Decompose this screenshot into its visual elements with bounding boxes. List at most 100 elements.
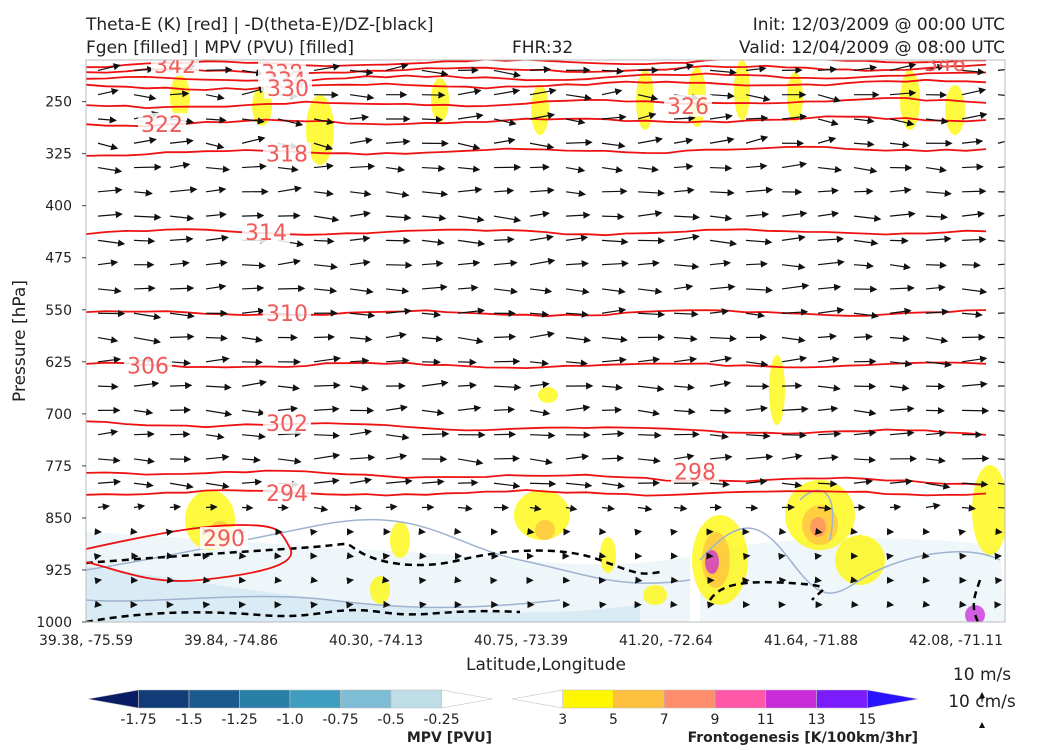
wind-vector [997,312,1005,314]
wind-vector [745,504,759,512]
wind-vector [457,504,473,512]
wind-vector [457,381,477,390]
wind-vector [241,335,263,344]
fgen-filled-region [972,465,1005,555]
wind-vector [961,504,976,512]
wind-vector [205,482,230,490]
wind-vector [673,504,688,512]
wind-vector [313,505,329,513]
wind-vector [133,408,154,416]
wind-vector [637,112,657,120]
wind-vector [349,504,363,512]
wind-vector [997,214,1005,217]
wind-vector [601,187,628,195]
fhr-label: FHR:32 [512,38,574,58]
wind-vector [169,311,195,320]
theta-e-contour-label: 310 [266,302,308,327]
wind-vector [133,213,162,221]
wind-vector [529,480,557,488]
wind-vector [637,189,665,197]
wind-vector [205,259,228,267]
wind-vector [781,405,809,413]
wind-vector [565,287,590,295]
fgen-filled-region [769,355,785,425]
fgen-filled-region [514,490,570,540]
wind-vector [889,360,913,368]
mpv-swatch [188,689,240,709]
theta-e-contour-label: 318 [266,143,308,168]
mpv-contour-line [799,489,834,541]
wind-vector [565,166,586,174]
wind-vector [385,287,410,295]
wind-vector [781,355,808,363]
wind-vector [385,453,408,461]
wind-vector [709,164,733,172]
theta-e-contour [86,115,987,128]
wind-vector [781,263,806,271]
wind-vector [421,164,446,172]
fgen-filled-region [945,85,965,135]
wind-vector [889,478,913,486]
wind-vector [709,189,735,197]
wind-vector [133,503,146,511]
theta-e-label-bg [242,221,290,244]
mpv-tick-label: -1.5 [175,712,202,728]
wind-vector [709,480,730,488]
wind-vector [97,336,119,344]
wind-vector [169,381,193,390]
wind-vector [709,259,731,267]
theta-e-contour-label: 290 [203,527,245,552]
wind-vector [925,360,953,368]
wind-vector [277,284,306,293]
theta-e-label-bg [263,302,311,325]
wind-vector [961,454,990,463]
wind-vector [745,162,768,170]
wind-vector [421,430,450,438]
wind-vector [565,234,589,242]
wind-vector [781,431,807,439]
wind-vector [349,190,372,198]
wind-vector [349,162,376,171]
wind-vector [97,166,123,174]
wind-vector [853,117,875,125]
wind-vector [205,142,225,150]
wind-vector [673,335,698,343]
wind-vector [97,356,122,364]
wind-vector [529,234,554,242]
wind-vector [205,283,227,291]
fgen-colorbar-title: Frontogenesis [K/100km/3hr] [688,730,918,746]
wind-vector [313,189,334,197]
wind-vector [133,430,155,438]
wind-vector [421,115,444,124]
wind-vector [961,87,987,96]
wind-vector [745,311,766,319]
x-tick-label: 40.30, -74.13 [329,633,423,649]
wind-vector [637,456,661,465]
wind-vector [817,136,837,144]
wind-vector [673,233,700,241]
wind-vector [529,380,550,389]
mpv-colorbar: -1.75 -1.5 -1.25 -1.0 -0.75 -0.5 -0.25 [87,689,493,728]
wind-vector [205,383,232,391]
wind-vector [421,478,445,486]
wind-vector [745,453,774,461]
wind-vector [889,186,912,194]
wind-vector [709,239,738,247]
wind-vector [673,137,694,145]
wind-vector [637,384,665,393]
wind-vector [205,234,229,242]
wind-vector [565,481,593,489]
theta-e-label-bg [671,460,719,483]
wind-vector [385,307,412,315]
wind-vector [889,89,917,97]
wind-vector [997,287,1005,290]
wind-vector [529,112,556,120]
wind-vector [925,482,951,490]
wind-vector [781,282,810,290]
theta-e-contour-label: 306 [127,354,169,379]
wind-vector [709,380,732,388]
wind-vector [169,284,195,292]
wind-vector [601,504,615,512]
wind-vector [529,458,553,466]
theta-e-contour [86,361,987,370]
